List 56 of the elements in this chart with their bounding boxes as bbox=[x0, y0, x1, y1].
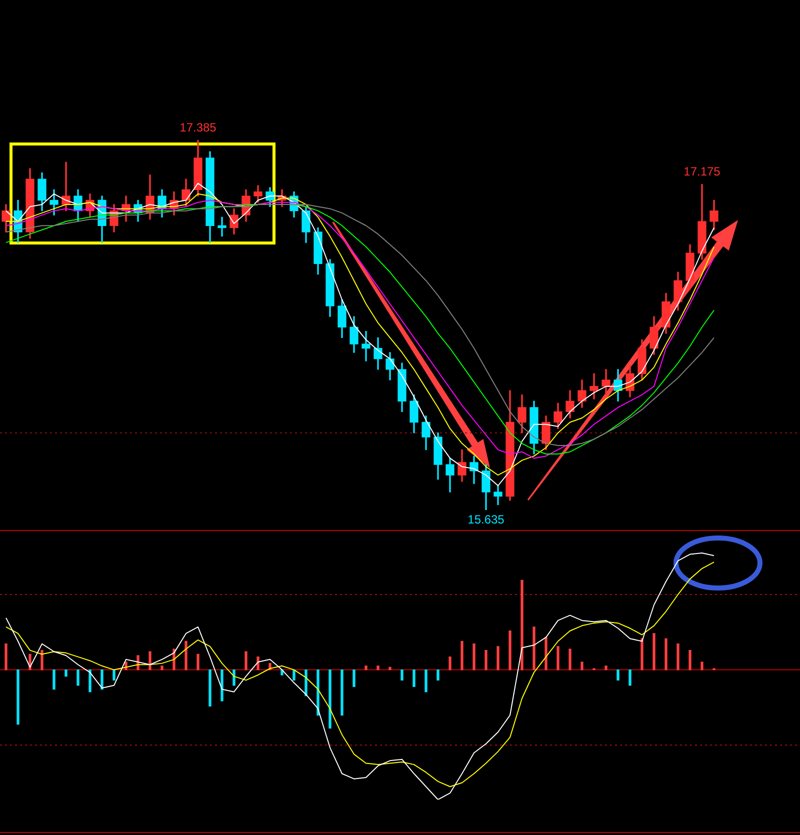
bar bbox=[472, 644, 476, 670]
annotation: 15.635 bbox=[468, 512, 505, 526]
candlestick bbox=[362, 331, 370, 362]
bar bbox=[688, 650, 692, 670]
bar bbox=[484, 650, 488, 670]
bar bbox=[520, 580, 524, 670]
bar bbox=[316, 669, 320, 716]
bar bbox=[16, 669, 20, 725]
bar bbox=[580, 662, 584, 670]
bar bbox=[64, 669, 68, 677]
bar bbox=[340, 669, 344, 716]
bar bbox=[208, 669, 212, 706]
bar bbox=[628, 669, 632, 686]
bar bbox=[604, 666, 608, 670]
bar bbox=[700, 662, 704, 670]
bar bbox=[496, 646, 500, 670]
bar bbox=[100, 669, 104, 690]
bar bbox=[40, 650, 44, 670]
bar bbox=[364, 666, 368, 670]
bar bbox=[148, 651, 152, 670]
bar bbox=[220, 669, 224, 702]
bar bbox=[508, 630, 512, 670]
bar bbox=[532, 626, 536, 670]
bar bbox=[52, 669, 56, 690]
bar bbox=[112, 669, 116, 681]
bar bbox=[292, 669, 296, 681]
candlestick bbox=[218, 216, 226, 237]
bar bbox=[544, 637, 548, 670]
bar bbox=[652, 633, 656, 670]
bar bbox=[376, 666, 380, 670]
bar bbox=[448, 656, 452, 670]
bar bbox=[412, 669, 416, 688]
bar bbox=[400, 669, 404, 681]
bar bbox=[568, 648, 572, 670]
bar bbox=[664, 638, 668, 670]
bar bbox=[460, 640, 464, 670]
bar bbox=[160, 666, 164, 670]
bar bbox=[4, 644, 8, 670]
bar bbox=[436, 669, 440, 681]
annotation: 17.175 bbox=[684, 164, 721, 179]
bar bbox=[196, 654, 200, 670]
bar bbox=[184, 640, 188, 670]
bar bbox=[244, 651, 248, 670]
bar bbox=[556, 646, 560, 670]
bar bbox=[676, 644, 680, 670]
bar bbox=[424, 669, 428, 692]
bar bbox=[640, 638, 644, 670]
bar bbox=[388, 666, 392, 670]
candlestick bbox=[590, 373, 598, 400]
bar bbox=[76, 669, 80, 686]
bar bbox=[88, 669, 92, 692]
bar bbox=[616, 669, 620, 681]
bar bbox=[232, 669, 236, 686]
bar bbox=[328, 669, 332, 729]
bar bbox=[352, 669, 356, 688]
annotation: 17.385 bbox=[180, 120, 217, 134]
